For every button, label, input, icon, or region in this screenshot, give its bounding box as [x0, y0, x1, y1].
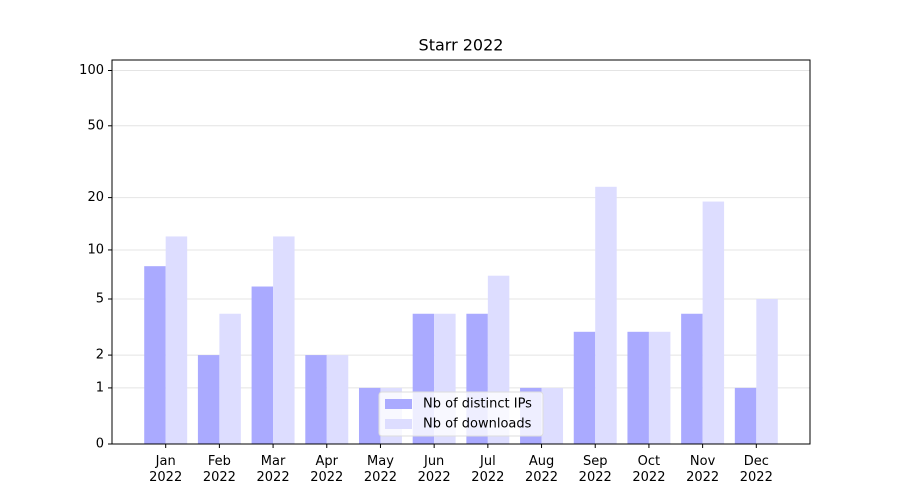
y-tick-label: 2 [96, 348, 104, 363]
bar [305, 355, 327, 444]
plot-frame [111, 59, 811, 445]
bar [681, 313, 703, 444]
x-tick-label: Jan 2022 [149, 454, 182, 485]
bar [627, 331, 649, 444]
x-tick-label: Jul 2022 [471, 454, 504, 485]
y-tick-label: 10 [87, 242, 104, 257]
bar [702, 201, 725, 444]
bar [756, 298, 778, 444]
y-tick-label: 5 [96, 291, 104, 306]
x-tick-label: May 2022 [364, 454, 397, 485]
y-tick-label: 1 [96, 380, 104, 395]
legend-swatch [385, 419, 412, 429]
legend-box [378, 391, 544, 437]
x-tick-label: Oct 2022 [632, 454, 665, 485]
x-tick-label: Feb 2022 [203, 454, 236, 485]
bar [595, 186, 617, 444]
bar [219, 313, 241, 444]
chart-title: Starr 2022 [419, 36, 504, 55]
bar [734, 387, 757, 444]
bar [326, 355, 349, 444]
bar [251, 286, 274, 444]
x-tick-label: Dec 2022 [740, 454, 773, 485]
y-tick-label: 20 [87, 190, 104, 205]
legend-swatch [385, 399, 412, 409]
bar [573, 331, 596, 444]
x-tick-label: Jun 2022 [418, 454, 451, 485]
bar [165, 236, 188, 444]
bar [648, 331, 671, 444]
x-tick-label: Aug 2022 [525, 454, 558, 485]
x-tick-label: Nov 2022 [686, 454, 719, 485]
legend-label: Nb of downloads [423, 417, 532, 432]
y-tick-label: 0 [96, 437, 104, 452]
x-tick-label: Sep 2022 [579, 454, 612, 485]
bar [273, 236, 295, 444]
y-tick-label: 50 [87, 118, 104, 133]
bar [358, 387, 381, 444]
y-tick-label: 100 [79, 63, 104, 78]
bar [197, 355, 220, 444]
x-tick-label: Mar 2022 [257, 454, 290, 485]
bar [541, 387, 564, 444]
x-tick-label: Apr 2022 [310, 454, 343, 485]
legend-label: Nb of distinct IPs [423, 397, 532, 412]
bar [144, 266, 166, 444]
